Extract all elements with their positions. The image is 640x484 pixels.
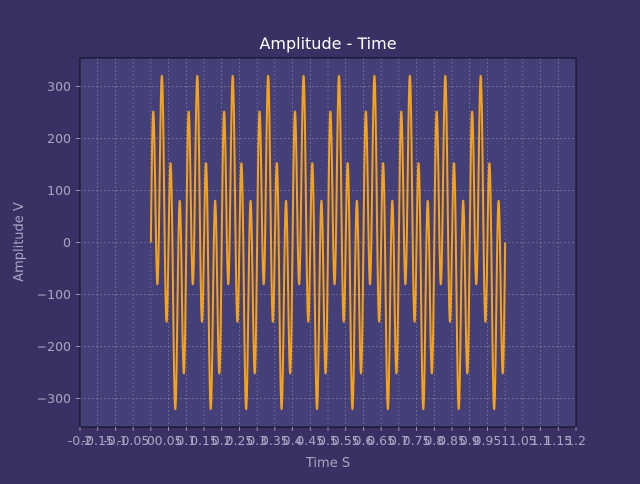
- series-layer: [149, 74, 507, 411]
- x-tick-label: 1: [501, 433, 509, 448]
- y-tick-label: 100: [47, 183, 71, 198]
- y-tick-label: 200: [47, 131, 71, 146]
- x-tick-label: 0.95: [474, 433, 502, 448]
- y-tick-label: −100: [37, 287, 71, 302]
- y-tick-label: −300: [37, 391, 71, 406]
- x-tick-label: 0.4: [283, 433, 303, 448]
- x-tick-label: 0.45: [296, 433, 324, 448]
- x-tick-label: 0.65: [367, 433, 395, 448]
- chart-title: Amplitude - Time: [259, 34, 396, 53]
- x-tick-label: -0.1: [103, 433, 127, 448]
- y-axis-label: Amplitude V: [12, 202, 27, 282]
- x-tick-label: 0.1: [176, 433, 196, 448]
- x-tick-label: -0.15: [82, 433, 114, 448]
- y-tick-label: 0: [63, 235, 71, 250]
- x-tick-label: -0.05: [117, 433, 149, 448]
- x-tick-label: 0.8: [424, 433, 444, 448]
- x-tick-layer: -0.2-0.15-0.1-0.050 0.050.10.150.20.250.3…: [68, 427, 586, 448]
- y-tick-label: −200: [37, 339, 71, 354]
- x-tick-label: 0: [147, 433, 155, 448]
- x-tick-label: 0.3: [247, 433, 267, 448]
- x-tick-label: 0.2: [212, 433, 232, 448]
- x-tick-label: 1.15: [544, 433, 572, 448]
- x-tick-label: 0.6: [353, 433, 373, 448]
- x-tick-label: 0.35: [261, 433, 289, 448]
- x-tick-label: 0.15: [190, 433, 218, 448]
- x-tick-label: 0.9: [460, 433, 480, 448]
- x-tick-label: 0.5: [318, 433, 338, 448]
- x-tick-label: 1.2: [566, 433, 586, 448]
- x-tick-label: 1.1: [531, 433, 551, 448]
- series-line: [149, 74, 507, 411]
- x-tick-label: 0.25: [226, 433, 254, 448]
- x-tick-label: 0.7: [389, 433, 409, 448]
- y-tick-label: 300: [47, 79, 71, 94]
- x-tick-label: 0.55: [332, 433, 360, 448]
- x-tick-label: 0.75: [403, 433, 431, 448]
- x-tick-label: -0.2: [68, 433, 92, 448]
- y-tick-layer: −300 −200 −100 0 100 200 300: [37, 79, 80, 406]
- x-tick-label: 1.05: [509, 433, 537, 448]
- x-axis-label: Time S: [305, 456, 350, 471]
- x-tick-label: 0.05: [155, 433, 183, 448]
- x-tick-label: 0.85: [438, 433, 466, 448]
